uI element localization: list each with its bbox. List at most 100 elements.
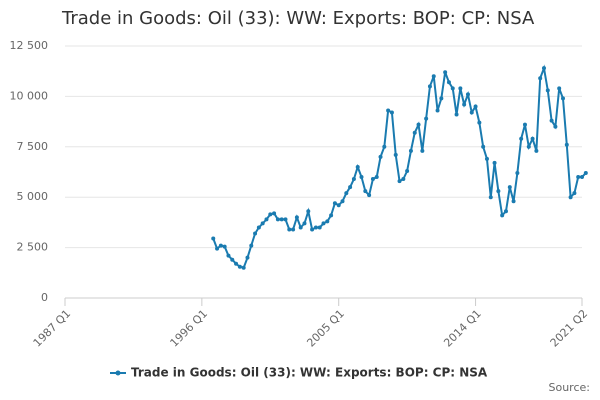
point [359,175,364,180]
point [500,213,505,218]
point [211,236,216,241]
point [462,102,467,107]
point [393,152,398,157]
point [332,201,337,206]
point [370,177,375,182]
point [279,217,284,222]
point [313,225,318,230]
point [416,122,421,127]
point [435,108,440,113]
chart-title: Trade in Goods: Oil (33): WW: Exports: B… [61,8,535,29]
point [367,193,372,198]
point [378,154,383,159]
point [348,185,353,190]
point [230,257,235,262]
point [222,244,227,249]
point [450,86,455,91]
point [492,160,497,165]
point [298,225,303,230]
point [583,171,588,176]
x-tick-label: 2014 Q1 [441,307,484,350]
point [530,136,535,141]
point [484,156,489,161]
point [397,179,402,184]
point [496,189,501,194]
point [306,209,311,214]
point [580,175,584,180]
point [553,124,558,129]
point [469,110,474,115]
point [226,253,231,258]
point [249,243,254,248]
point [534,148,539,153]
point [526,144,531,149]
point [538,76,543,81]
point [572,191,577,196]
x-tick-label: 1996 Q1 [168,307,211,350]
point [439,96,444,101]
point [420,148,425,153]
y-tick-label: 2 500 [17,241,49,254]
point [401,177,406,182]
point [427,84,432,89]
point [355,164,360,169]
y-tick-label: 12 500 [10,39,49,52]
point [507,185,512,190]
point [477,120,482,125]
point [541,66,546,71]
point [291,227,296,232]
y-tick-label: 10 000 [10,89,49,102]
point [218,243,223,248]
point [287,227,292,232]
series-line [212,64,587,269]
point [336,203,341,208]
y-tick-label: 0 [41,291,48,304]
point [568,195,573,200]
point [519,136,524,141]
point [302,221,307,226]
point [241,265,246,270]
point [389,110,394,115]
point [473,104,478,109]
point [310,227,315,232]
point [351,177,356,182]
point [503,209,508,214]
point [549,118,554,123]
legend-marker [115,370,121,376]
y-tick-label: 5 000 [17,190,49,203]
point [268,212,273,217]
y-tick-label: 7 500 [17,140,49,153]
point [481,144,486,149]
point [260,221,265,226]
point [321,221,326,226]
point [294,215,299,220]
source: Source: [549,381,591,394]
point [515,171,520,176]
point [283,217,288,222]
point [522,122,527,127]
point [329,213,334,218]
point [272,211,277,216]
point [245,255,250,260]
point [557,86,562,91]
point [382,144,387,149]
point [576,175,581,180]
point [412,130,417,135]
point [564,142,569,147]
point [264,217,269,222]
point [317,225,322,230]
point [363,189,368,194]
point [275,217,280,222]
point [511,199,516,204]
point [443,70,448,75]
x-tick-label: 2005 Q1 [304,307,347,350]
legend-label: Trade in Goods: Oil (33): WW: Exports: B… [131,366,488,380]
point [431,74,436,79]
point [256,225,261,230]
point [458,86,463,91]
point [340,199,345,204]
point [405,168,410,173]
x-tick-label: 1987 Q1 [31,307,74,350]
